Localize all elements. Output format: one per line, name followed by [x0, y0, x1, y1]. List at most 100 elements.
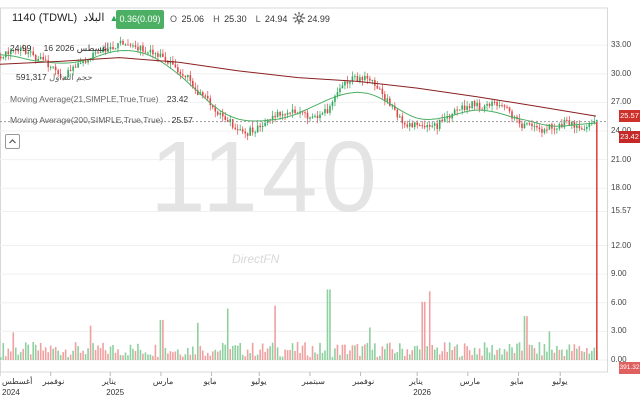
- symbol-title[interactable]: 1140 (TDWL) البلاد ▲: [12, 11, 118, 24]
- volume-bar: [403, 355, 406, 360]
- candle-body: [408, 123, 411, 127]
- volume-bar: [82, 350, 84, 360]
- candle-body: [224, 116, 227, 120]
- candle-body: [331, 101, 334, 107]
- x-tick-label: أغسطس: [2, 377, 33, 386]
- volume-bar: [139, 349, 142, 360]
- candle-body: [311, 116, 314, 118]
- candle-body: [244, 131, 246, 134]
- ma200-value: 25.57: [171, 115, 193, 125]
- candle-body: [254, 132, 256, 134]
- volume-bar: [384, 349, 386, 360]
- volume-bar: [214, 349, 217, 360]
- candle-body: [187, 75, 189, 78]
- volume-bar: [216, 351, 219, 360]
- volume-bar: [104, 350, 107, 360]
- volume-bar: [401, 348, 404, 360]
- volume-bar: [42, 350, 44, 360]
- candle-body: [386, 98, 389, 102]
- volume-bar: [184, 354, 187, 360]
- candle-body: [112, 46, 114, 50]
- x-tick-label: مايو: [510, 377, 524, 386]
- volume-bar: [556, 345, 558, 360]
- y-tick-label: 6.00: [611, 297, 627, 307]
- volume-bar: [451, 350, 453, 360]
- candle-body: [276, 111, 279, 118]
- candle-body: [416, 122, 419, 126]
- y-tick-label: 30.00: [611, 68, 632, 78]
- volume-bar: [433, 349, 436, 360]
- y-tick-label: 18.00: [611, 183, 632, 193]
- volume-bar: [468, 350, 471, 360]
- volume-bar: [446, 351, 448, 360]
- volume-bar: [37, 350, 40, 360]
- volume-bar: [29, 354, 32, 360]
- volume-bar: [119, 354, 122, 360]
- candle-body: [486, 103, 488, 106]
- volume-bar: [588, 353, 591, 360]
- candle-body: [398, 116, 401, 118]
- candle-body: [114, 48, 117, 50]
- volume-bar: [167, 353, 169, 360]
- candle-body: [216, 111, 219, 115]
- candle-body: [169, 60, 172, 64]
- candle-body: [389, 98, 391, 106]
- candle-body: [566, 119, 568, 121]
- volume-bar: [576, 348, 578, 360]
- candle-body: [423, 125, 426, 128]
- candle-body: [246, 133, 249, 136]
- candle-body: [9, 50, 12, 55]
- volume-bar: [448, 342, 451, 360]
- volume-bar: [127, 355, 129, 360]
- collapse-button[interactable]: [5, 134, 20, 149]
- volume-bar: [276, 347, 279, 360]
- volume-bar: [488, 352, 491, 360]
- volume-bar: [578, 345, 581, 360]
- candle-body: [466, 106, 468, 111]
- volume-bar: [39, 342, 42, 360]
- volume-bar: [411, 350, 414, 360]
- current-price: 24.99: [10, 43, 32, 53]
- volume-bar: [177, 349, 179, 360]
- volume-bar: [142, 353, 144, 360]
- volume-bar: [204, 355, 207, 360]
- volume-bar: [476, 354, 478, 360]
- volume-bar: [473, 347, 476, 360]
- volume-bar: [14, 347, 17, 360]
- ma21-value: 23.42: [166, 94, 189, 104]
- volume-bar: [304, 342, 306, 360]
- candle-body: [473, 101, 476, 107]
- gear-icon[interactable]: [292, 11, 306, 25]
- x-tick-label: نوفمبر: [42, 377, 65, 386]
- volume-bar: [179, 354, 182, 360]
- candle-body: [197, 90, 199, 96]
- candle-body: [122, 40, 124, 45]
- candle-body: [154, 53, 157, 55]
- candle-body: [309, 117, 311, 119]
- volume-bar: [264, 351, 266, 360]
- candle-body: [44, 59, 47, 61]
- candle-body: [576, 125, 578, 128]
- ma200-price-tag: 25.57: [619, 110, 640, 123]
- volume-bar: [226, 308, 229, 360]
- candle-body: [468, 106, 471, 108]
- candle-body: [57, 70, 59, 75]
- volume-bar: [593, 347, 596, 360]
- candle-body: [518, 119, 521, 124]
- candle-body: [421, 125, 424, 127]
- volume-bar: [221, 342, 224, 360]
- volume-bar: [324, 350, 326, 360]
- candle-body: [548, 124, 551, 130]
- volume-bar: [27, 344, 30, 360]
- volume-bar: [379, 355, 381, 360]
- candle-body: [211, 105, 214, 108]
- volume-bar: [461, 355, 463, 360]
- volume-bar: [463, 343, 466, 360]
- candle-body: [134, 45, 137, 47]
- volume-bar: [361, 346, 364, 360]
- volume-bar: [364, 344, 366, 360]
- candle-body: [42, 56, 44, 60]
- candle-body: [496, 101, 498, 106]
